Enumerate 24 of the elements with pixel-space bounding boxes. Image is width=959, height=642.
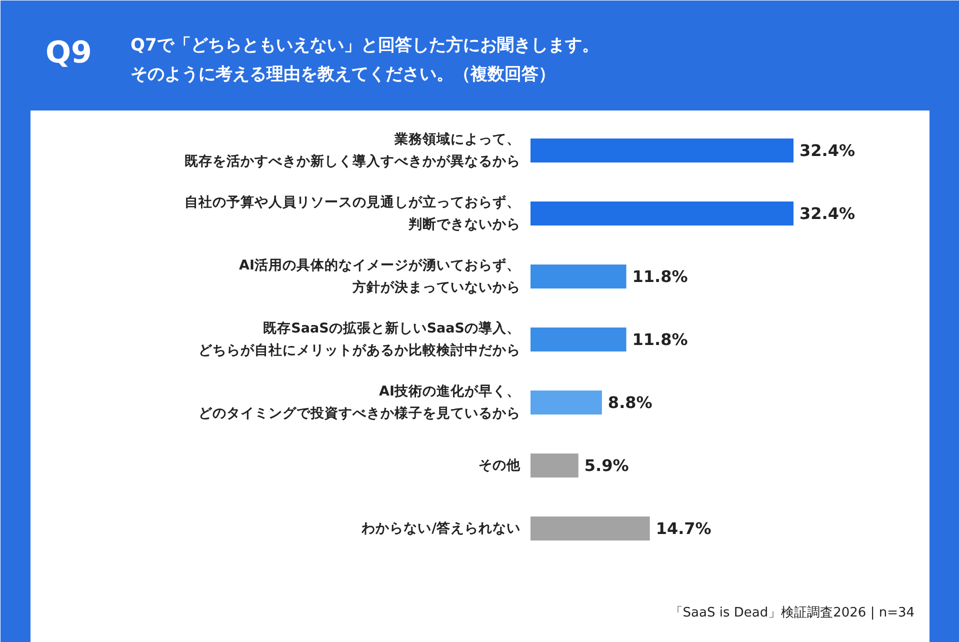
y-tick-label: 自社の予算や人員リソースの見通しが立っておらず、判断できないから <box>184 194 520 232</box>
text: 「SaaS is Dead」検証調査2026 | n=34 <box>670 606 915 620</box>
bar <box>530 390 602 414</box>
data-label: 5.9% <box>584 456 629 475</box>
text: Q7で「どちらともいえない」と回答した方にお聞きします。そのように考える理由を教えてください。（複数回答） <box>130 36 599 84</box>
bar <box>530 454 578 478</box>
data-label: 8.8% <box>608 393 652 412</box>
data-label: 11.8% <box>632 330 688 349</box>
y-tick-label: AI技術の進化が早く、どのタイミングで投資すべきか様子を見ているから <box>198 384 521 422</box>
data-label: 14.7% <box>656 519 712 538</box>
bar <box>530 516 650 540</box>
text: Q9 <box>46 36 92 70</box>
y-tick-label: わからない/答えられない <box>360 520 521 536</box>
bar <box>530 328 626 352</box>
y-tick-label: 既存SaaSの拡張と新しいSaaSの導入、どちらが自社にメリットがあるか比較検討中だから <box>198 320 521 358</box>
data-label: 32.4% <box>800 204 856 223</box>
bar <box>530 264 626 288</box>
bar <box>530 202 794 226</box>
data-label: 11.8% <box>632 267 688 286</box>
data-label: 32.4% <box>800 141 856 160</box>
y-tick-label: その他 <box>478 458 522 474</box>
y-tick-label: 業務領域によって、既存を活かすべきか新しく導入すべきかが異なるから <box>184 132 520 170</box>
y-tick-label: AI活用の具体的なイメージが湧いておらず、方針が決まっていないから <box>239 258 521 296</box>
bar <box>530 138 794 162</box>
